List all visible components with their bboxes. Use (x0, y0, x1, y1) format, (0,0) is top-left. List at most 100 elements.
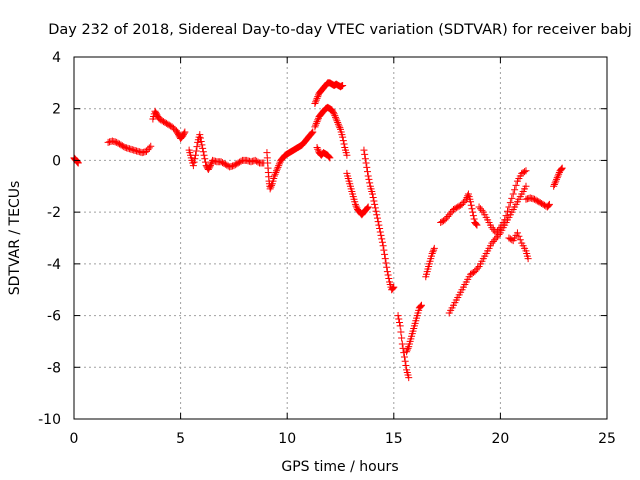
data-point (375, 221, 383, 229)
data-point (557, 166, 565, 174)
data-point (469, 208, 477, 216)
data-point (364, 172, 372, 180)
data-point (544, 202, 552, 210)
data-point (351, 200, 359, 208)
data-point (398, 340, 406, 348)
data-point (362, 159, 370, 167)
y-tick-label: 4 (52, 50, 61, 66)
data-point (475, 203, 483, 211)
data-point (380, 246, 388, 254)
data-point (145, 144, 153, 152)
data-point (312, 98, 320, 106)
data-point (532, 196, 540, 204)
data-point (418, 301, 426, 309)
grid-lines (74, 57, 607, 419)
data-point (382, 259, 390, 267)
data-point (401, 357, 409, 365)
data-point (162, 119, 170, 127)
data-point (545, 201, 553, 209)
data-point (376, 228, 384, 236)
data-point (197, 137, 205, 145)
data-point (502, 212, 510, 220)
data-point (200, 151, 208, 159)
data-point (189, 162, 197, 170)
data-point (144, 146, 152, 154)
data-point (491, 236, 499, 244)
data-point (251, 156, 259, 164)
data-point (371, 200, 379, 208)
data-point (268, 181, 276, 189)
data-point (330, 110, 338, 118)
data-point (370, 197, 378, 205)
data-point (553, 174, 561, 182)
axis-ticks (73, 56, 608, 420)
data-point (372, 207, 380, 215)
data-point (400, 349, 408, 357)
data-point (115, 140, 123, 148)
data-point (233, 160, 241, 168)
data-point (403, 346, 411, 354)
data-point (513, 229, 521, 237)
data-point (360, 146, 368, 154)
data-point (201, 158, 209, 166)
data-point (472, 266, 480, 274)
data-point (449, 206, 457, 214)
data-point (334, 119, 342, 127)
data-point (374, 218, 382, 226)
data-point (339, 133, 347, 141)
data-point (273, 165, 281, 173)
data-point (332, 113, 340, 121)
data-point (324, 152, 332, 160)
data-point (535, 198, 543, 206)
data-point (551, 179, 559, 187)
x-tick-label: 10 (278, 431, 296, 447)
data-point (405, 374, 413, 382)
data-point (501, 216, 509, 224)
data-point (468, 269, 476, 277)
data-point (395, 315, 403, 323)
data-point (199, 148, 207, 156)
data-point (489, 237, 497, 245)
data-point (366, 179, 374, 187)
data-point (508, 236, 516, 244)
data-point (343, 151, 351, 159)
data-point (373, 214, 381, 222)
data-point (552, 177, 560, 185)
data-point (445, 211, 453, 219)
data-point (521, 168, 529, 176)
data-point (165, 121, 173, 129)
data-point (395, 318, 403, 326)
data-point (201, 155, 209, 163)
data-point (369, 193, 377, 201)
data-point (383, 263, 391, 271)
data-point (477, 205, 485, 213)
data-point (550, 181, 558, 189)
data-point (273, 167, 281, 175)
data-point (403, 348, 411, 356)
data-point (142, 147, 150, 155)
data-point (381, 250, 389, 258)
data-point (336, 124, 344, 132)
y-tick-label: 2 (52, 102, 61, 118)
data-point (442, 214, 450, 222)
data-point (516, 236, 524, 244)
data-point (474, 264, 482, 272)
data-point (553, 175, 561, 183)
data-point (206, 163, 214, 171)
data-point (506, 199, 514, 207)
data-point (539, 200, 547, 208)
data-point (458, 200, 466, 208)
data-point (428, 250, 436, 258)
data-point (219, 159, 227, 167)
data-point (270, 172, 278, 180)
data-point (488, 239, 496, 247)
data-point (524, 255, 532, 263)
data-point (193, 143, 201, 151)
data-point (454, 203, 462, 211)
data-point (199, 144, 207, 152)
data-point (334, 120, 342, 128)
data-point (314, 116, 322, 124)
data-point (515, 232, 523, 240)
y-tick-label: -10 (38, 412, 61, 428)
data-point (271, 170, 279, 178)
